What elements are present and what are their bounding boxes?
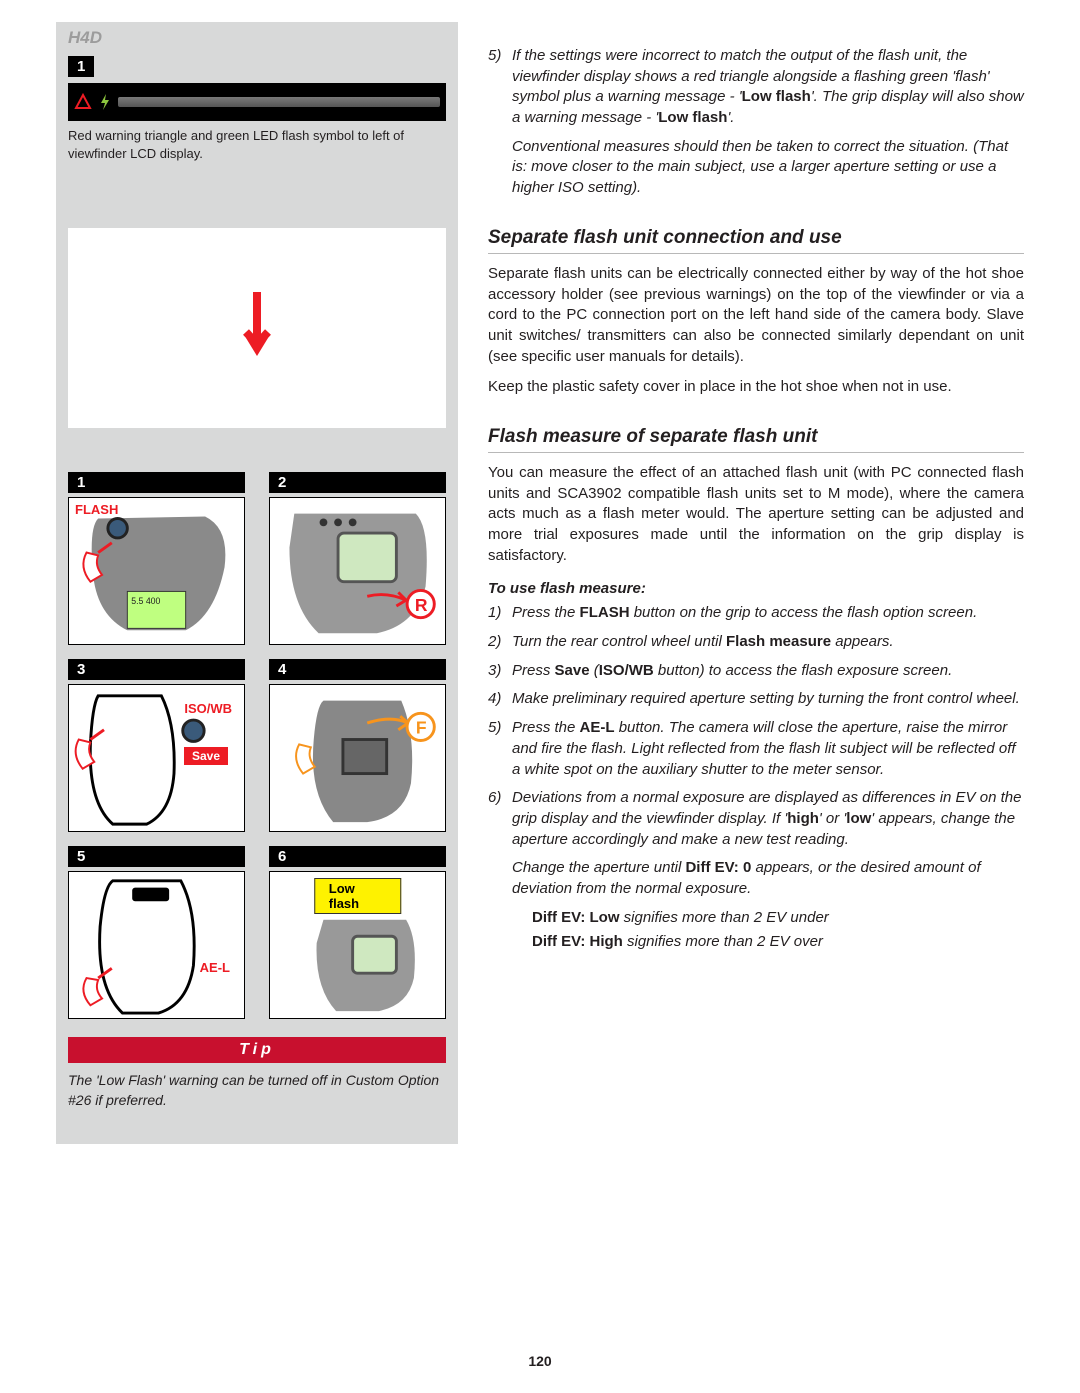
diff-ev-low: Diff EV: Low signifies more than 2 EV un… xyxy=(532,908,1024,929)
tip-text: The 'Low Flash' warning can be turned of… xyxy=(56,1063,458,1144)
step-4: 4)Make preliminary required aperture set… xyxy=(512,689,1024,710)
intro-step-5-p2: Conventional measures should then be tak… xyxy=(512,137,1024,199)
model-header: H4D xyxy=(56,22,458,54)
section1-p1: Separate flash units can be electrically… xyxy=(488,264,1024,367)
figure-badge: 1 xyxy=(68,56,94,77)
figure-badge: 6 xyxy=(269,846,446,867)
left-column: H4D 1 Red warning triangle and green LED… xyxy=(56,22,458,1144)
viewfinder-caption: Red warning triangle and green LED flash… xyxy=(68,121,446,170)
step-3: 3)Press Save (ISO/WB button) to access t… xyxy=(512,661,1024,682)
step-1: 1)Press the FLASH button on the grip to … xyxy=(512,603,1024,624)
step-6-tail: Change the aperture until Diff EV: 0 app… xyxy=(512,858,1024,899)
section2-p1: You can measure the effect of an attache… xyxy=(488,463,1024,566)
figure-5: 5 AE-L xyxy=(68,846,245,1019)
flash-icon xyxy=(98,93,112,111)
divider xyxy=(488,452,1024,453)
figure-badge: 1 xyxy=(68,472,245,493)
figure-badge: 5 xyxy=(68,846,245,867)
svg-text:R: R xyxy=(415,595,428,615)
section2-heading: Flash measure of separate flash unit xyxy=(488,426,1024,448)
figure-badge: 3 xyxy=(68,659,245,680)
figure-grid: 1 FLASH 5.5 400 2 xyxy=(68,472,446,1019)
intro-step-5: 5) If the settings were incorrect to mat… xyxy=(512,46,1024,199)
down-arrow-icon xyxy=(240,288,274,368)
step-6: 6)Deviations from a normal exposure are … xyxy=(512,788,1024,899)
step-5: 5)Press the AE-L button. The camera will… xyxy=(512,718,1024,780)
lcd-strip-icon xyxy=(118,97,440,107)
section1-p2: Keep the plastic safety cover in place i… xyxy=(488,377,1024,398)
steps-list: 1)Press the FLASH button on the grip to … xyxy=(488,603,1024,899)
section1-heading: Separate flash unit connection and use xyxy=(488,227,1024,249)
viewfinder-display xyxy=(68,83,446,121)
figure-1: 1 FLASH 5.5 400 xyxy=(68,472,245,645)
grip-rear-icon: R xyxy=(270,498,445,644)
grip-illustration-icon: 5.5 400 xyxy=(69,498,244,644)
diff-ev-notes: Diff EV: Low signifies more than 2 EV un… xyxy=(488,908,1024,953)
flash-label: FLASH xyxy=(75,502,118,517)
figure-2: 2 R xyxy=(269,472,446,645)
low-flash-label: Low flash xyxy=(314,878,402,914)
figure-badge: 2 xyxy=(269,472,446,493)
divider xyxy=(488,253,1024,254)
right-column: 5) If the settings were incorrect to mat… xyxy=(488,22,1024,1144)
grip-front-icon: F xyxy=(270,685,445,831)
ael-label: AE-L xyxy=(200,960,230,975)
section2-sub: To use flash measure: xyxy=(488,580,1024,597)
warning-triangle-icon xyxy=(74,93,92,111)
grip-outline-icon xyxy=(69,872,244,1018)
svg-text:F: F xyxy=(416,718,427,738)
figure-4: 4 F xyxy=(269,659,446,832)
svg-text:5.5 400: 5.5 400 xyxy=(131,596,160,606)
step-2: 2)Turn the rear control wheel until Flas… xyxy=(512,632,1024,653)
figure-6: 6 Low flash xyxy=(269,846,446,1019)
page-number: 120 xyxy=(0,1353,1080,1369)
diff-ev-high: Diff EV: High signifies more than 2 EV o… xyxy=(532,932,1024,953)
isowb-label: ISO/WB xyxy=(184,701,232,716)
save-label: Save xyxy=(184,747,228,765)
figure-badge: 4 xyxy=(269,659,446,680)
tip-heading: Tip xyxy=(68,1037,446,1063)
arrow-figure xyxy=(68,228,446,428)
viewfinder-figure: 1 Red warning triangle and green LED fla… xyxy=(68,56,446,170)
figure-3: 3 ISO/WB Save xyxy=(68,659,245,832)
